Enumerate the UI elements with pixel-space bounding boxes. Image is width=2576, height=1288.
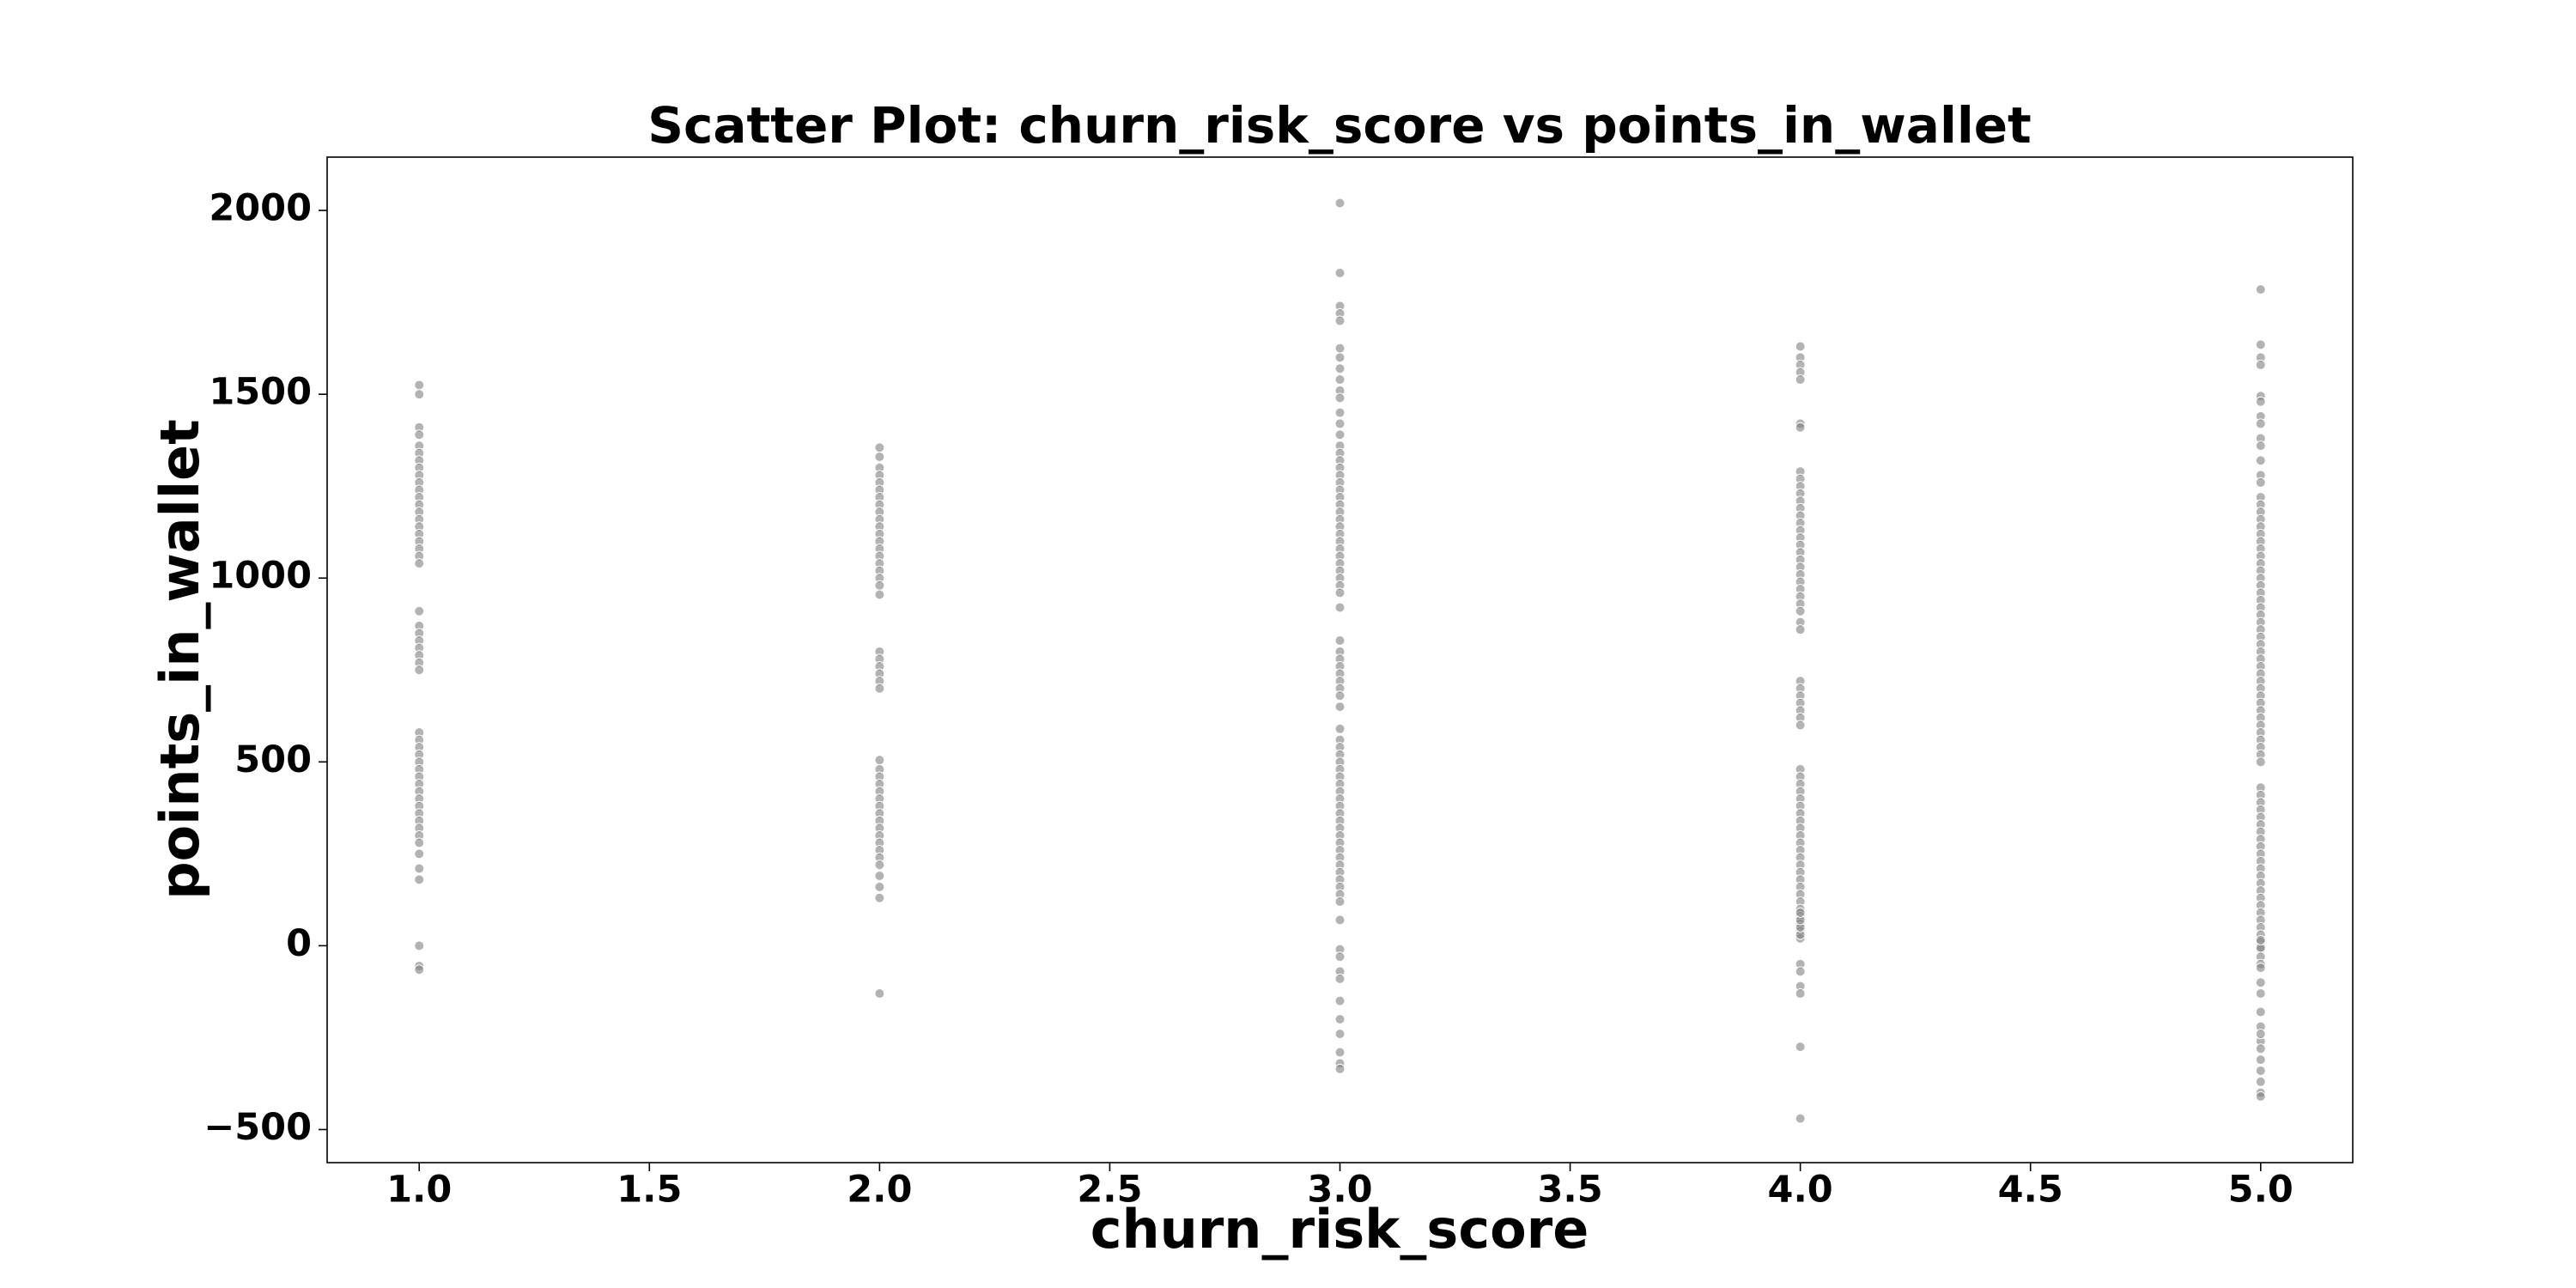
scatter-point: [1334, 407, 1346, 418]
scatter-point: [874, 589, 885, 600]
scatter-point: [2255, 359, 2266, 370]
scatter-point: [874, 442, 885, 453]
scatter-point: [2255, 1054, 2266, 1066]
scatter-point: [874, 892, 885, 903]
scatter-point: [1334, 690, 1346, 702]
scatter-point: [1334, 973, 1346, 984]
scatter-point: [414, 964, 425, 975]
scatter-point: [1334, 723, 1346, 734]
scatter-point: [2255, 963, 2266, 974]
scatter-point: [1334, 418, 1346, 429]
scatter-point: [874, 881, 885, 892]
scatter-point: [414, 940, 425, 951]
y-tick-label: −500: [204, 1106, 312, 1149]
scatter-point: [1795, 966, 1806, 977]
scatter-point: [1334, 343, 1346, 354]
scatter-point: [1795, 605, 1806, 617]
scatter-point: [414, 848, 425, 860]
scatter-point: [1334, 702, 1346, 713]
scatter-point: [414, 837, 425, 848]
scatter-point: [414, 874, 425, 885]
scatter-point: [874, 871, 885, 882]
scatter-point: [2255, 1006, 2266, 1018]
scatter-point: [2255, 418, 2266, 429]
scatter-point: [1795, 341, 1806, 352]
scatter-point: [1795, 1042, 1806, 1053]
x-tick-label: 4.0: [1768, 1169, 1833, 1212]
scatter-point: [1795, 624, 1806, 635]
scatter-point: [874, 451, 885, 462]
scatter-point: [1334, 602, 1346, 613]
scatter-point: [1334, 315, 1346, 326]
chart-title: Scatter Plot: churn_risk_score vs points…: [647, 96, 2032, 155]
scatter-point: [2255, 1091, 2266, 1102]
scatter-point: [2255, 1065, 2266, 1076]
scatter-point: [414, 863, 425, 874]
scatter-point: [2255, 988, 2266, 999]
scatter-point: [2255, 477, 2266, 488]
scatter-point: [874, 580, 885, 591]
scatter-point: [1795, 422, 1806, 433]
x-tick-label: 3.5: [1537, 1169, 1602, 1212]
scatter-point: [2255, 1029, 2266, 1040]
scatter-point: [1334, 363, 1346, 374]
scatter-point: [2255, 1043, 2266, 1054]
x-axis-label: churn_risk_score: [1091, 1198, 1589, 1261]
scatter-point: [2255, 756, 2266, 768]
scatter-point: [1334, 197, 1346, 209]
scatter-point: [2255, 396, 2266, 407]
y-tick-label: 0: [286, 922, 312, 965]
scatter-point: [874, 988, 885, 999]
scatter-point: [1334, 1063, 1346, 1074]
x-tick-label: 3.0: [1307, 1169, 1372, 1212]
y-axis-label: points_in_wallet: [149, 419, 211, 900]
scatter-point: [1334, 1029, 1346, 1040]
x-tick-label: 4.5: [1998, 1169, 2063, 1212]
scatter-point: [874, 860, 885, 871]
x-tick-label: 5.0: [2228, 1169, 2293, 1212]
scatter-point: [414, 605, 425, 617]
x-tick-label: 1.0: [386, 1169, 452, 1212]
scatter-point: [1334, 635, 1346, 647]
scatter-point: [2255, 1076, 2266, 1087]
scatter-point: [2255, 977, 2266, 988]
x-tick-label: 2.0: [847, 1169, 912, 1212]
scatter-point: [1795, 374, 1806, 386]
scatter-point: [2255, 440, 2266, 452]
scatter-point: [1334, 995, 1346, 1006]
scatter-point: [414, 665, 425, 676]
scatter-point: [414, 558, 425, 569]
scatter-point: [2255, 339, 2266, 350]
scatter-point: [1334, 587, 1346, 598]
y-tick-label: 1000: [209, 555, 312, 598]
scatter-point: [1334, 429, 1346, 440]
scatter-point: [1334, 896, 1346, 908]
x-tick-label: 1.5: [617, 1169, 682, 1212]
scatter-point: [1334, 374, 1346, 386]
scatter-point: [2255, 455, 2266, 466]
scatter-point: [1334, 914, 1346, 926]
scatter-point: [1334, 392, 1346, 404]
scatter-point: [1334, 951, 1346, 963]
y-tick-label: 500: [234, 738, 312, 781]
scatter-point: [1795, 988, 1806, 999]
scatter-point: [874, 683, 885, 694]
scatter-point: [414, 380, 425, 391]
scatter-point: [2255, 934, 2266, 945]
scatter-point: [1795, 720, 1806, 731]
scatter-point: [2255, 284, 2266, 295]
scatter-point: [1795, 1113, 1806, 1124]
scatter-point: [874, 755, 885, 766]
scatter-point: [414, 389, 425, 400]
scatter-point: [1334, 1047, 1346, 1058]
x-tick-label: 2.5: [1077, 1169, 1142, 1212]
scatter-point: [1334, 352, 1346, 363]
scatter-point: [1795, 907, 1806, 918]
scatter-point: [1334, 1014, 1346, 1025]
scatter-point: [1334, 267, 1346, 278]
scatter-point: [414, 429, 425, 440]
y-tick-label: 2000: [209, 187, 312, 230]
y-tick-label: 1500: [209, 371, 312, 414]
